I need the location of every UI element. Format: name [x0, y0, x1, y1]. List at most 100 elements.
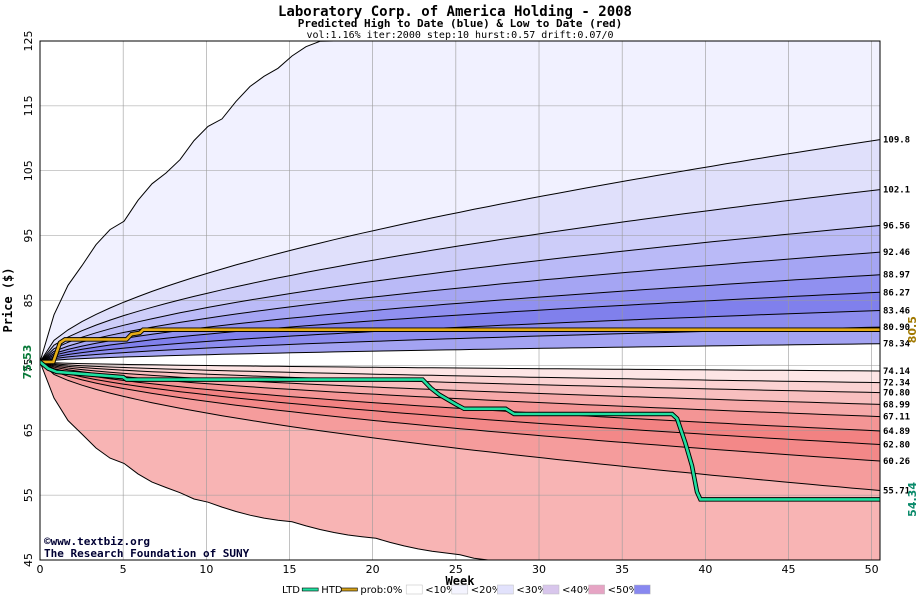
legend-item-label: HTD — [321, 585, 343, 596]
y-tick-label: 125 — [22, 31, 35, 52]
percentile-label: 102.1 — [883, 186, 910, 196]
percentile-label: 78.34 — [883, 340, 911, 350]
x-tick-label: 5 — [120, 563, 127, 576]
legend-item-label: <50% — [608, 585, 639, 596]
low-band — [40, 361, 880, 393]
median-band — [40, 343, 880, 371]
x-tick-label: 45 — [782, 563, 796, 576]
y-tick-label: 65 — [22, 423, 35, 437]
x-tick-label: 50 — [865, 563, 879, 576]
chart-params: vol:1.16% iter:2000 step:10 hurst:0.57 d… — [306, 30, 613, 41]
percentile-line-low — [40, 361, 880, 394]
x-tick-label: 30 — [532, 563, 546, 576]
low-band — [40, 361, 880, 461]
x-tick-label: 20 — [366, 563, 380, 576]
low-band — [40, 361, 880, 405]
legend-item-swatch — [301, 587, 319, 592]
x-axis-label: Week — [446, 574, 476, 588]
x-tick-label: 25 — [449, 563, 463, 576]
legend-item-label: <20% — [471, 585, 502, 596]
y-tick-label: 115 — [22, 95, 35, 116]
percentile-line-high — [40, 139, 880, 363]
legend: LTD HTD prob:0% <10% <20% <30% <40% <50% — [282, 584, 651, 596]
legend-item-swatch — [497, 584, 514, 595]
percentile-line-high — [40, 343, 880, 363]
outer-high-line — [40, 41, 880, 363]
percentile-label: 88.97 — [883, 271, 910, 281]
percentile-label: 68.99 — [883, 400, 910, 410]
x-tick-label: 35 — [615, 563, 629, 576]
high-band — [40, 189, 880, 362]
percentile-label: 55.71 — [883, 487, 910, 497]
y-tick-label: 55 — [22, 488, 35, 502]
y-axis-label: Price ($) — [1, 267, 15, 332]
ltd-end-label: 54.34 — [906, 482, 919, 517]
legend-item-label: LTD — [282, 585, 300, 596]
high-band — [40, 139, 880, 362]
plot-border — [39, 40, 881, 561]
low-band — [40, 361, 880, 445]
percentile-line-high — [40, 310, 880, 363]
chart-subtitle: Predicted High to Date (blue) & Low to D… — [298, 17, 623, 30]
chart-title: Laboratory Corp. of America Holding - 20… — [278, 4, 632, 20]
percentile-line-high — [40, 225, 880, 363]
percentile-label: 92.46 — [883, 248, 910, 258]
percentile-label: 60.26 — [883, 457, 910, 467]
legend-item-label: <30% — [516, 585, 547, 596]
ltd-line — [40, 360, 880, 501]
low-band — [40, 361, 880, 417]
percentile-label: 64.89 — [883, 427, 910, 437]
x-tick-label: 15 — [283, 563, 297, 576]
watermark-url: ©www.textbiz.org — [44, 535, 150, 548]
percentile-line-low — [40, 361, 880, 372]
percentile-label: 86.27 — [883, 288, 910, 298]
legend-item-label: <10% — [425, 585, 456, 596]
legend-item-swatch — [588, 584, 605, 595]
y-tick-label: 75 — [22, 358, 35, 372]
percentile-label: 70.80 — [883, 389, 910, 399]
legend-item-swatch — [542, 584, 560, 595]
percentile-label: 72.34 — [883, 379, 911, 389]
y-tick-label: 45 — [22, 553, 35, 567]
high-band — [40, 252, 880, 362]
percentile-line-low — [40, 361, 880, 405]
legend-item-swatch — [633, 584, 651, 595]
htd-end-label: 80.5 — [906, 316, 919, 343]
low-band — [40, 361, 880, 560]
high-band — [40, 274, 880, 362]
percentile-label: 62.80 — [883, 441, 910, 451]
htd-line — [40, 328, 880, 364]
x-tick-label: 10 — [199, 563, 213, 576]
percentile-line-high — [40, 251, 880, 363]
low-band — [40, 361, 880, 383]
high-band — [40, 225, 880, 362]
y-tick-label: 85 — [22, 294, 35, 308]
percentile-label: 67.11 — [883, 413, 910, 423]
low-band — [40, 361, 880, 491]
percentile-line-high — [40, 291, 880, 363]
plot-content — [40, 41, 880, 560]
legend-item-swatch — [451, 584, 469, 595]
start-price-label: 75.53 — [21, 345, 34, 380]
high-band — [40, 41, 880, 362]
percentile-label: 83.46 — [883, 306, 910, 316]
legend-item-swatch — [341, 587, 358, 592]
percentile-line-low — [40, 361, 880, 384]
legend-item-swatch — [405, 584, 423, 595]
percentile-label: 80.90 — [883, 323, 910, 333]
high-band — [40, 310, 880, 362]
x-tick-label: 40 — [698, 563, 712, 576]
percentile-label: 74.14 — [883, 367, 911, 377]
plot-area: 0 5 10 15 20 25 30 35 40 45 50 45 55 65 75 85 95 105 115 12… — [21, 31, 919, 577]
legend-item-label: <40% — [562, 585, 593, 596]
percentile-line-low — [40, 361, 880, 462]
y-tick-label: 105 — [22, 160, 35, 181]
percentile-label: 96.56 — [883, 222, 910, 232]
x-tick-label: 0 — [37, 563, 44, 576]
y-tick-label: 95 — [22, 229, 35, 243]
percentile-line-low — [40, 361, 880, 491]
percentile-line-low — [40, 361, 880, 445]
outer-low-line — [40, 361, 880, 560]
percentile-label: 109.8 — [883, 136, 910, 146]
